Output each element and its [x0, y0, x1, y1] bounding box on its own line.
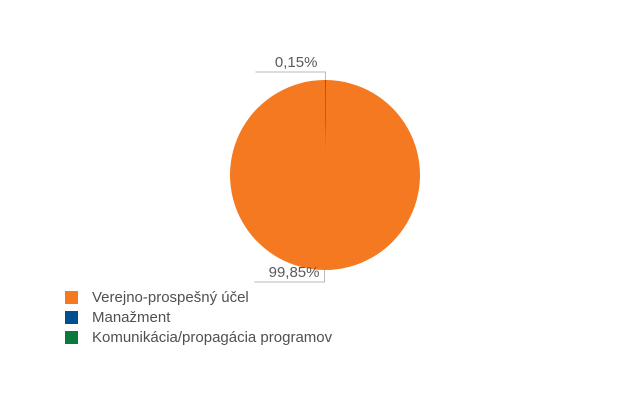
leader-line-verejno-prospesny-ucel [254, 269, 326, 283]
pie-slices [229, 80, 420, 270]
legend-label: Manažment [92, 308, 171, 326]
legend-item-komunikacia-propagacia: Komunikácia/propagácia programov [65, 328, 332, 346]
data-label-callouts: 99,85% 0,15% [254, 54, 326, 283]
legend-swatch [65, 310, 78, 324]
legend: Verejno-prospešný účel Manažment Komunik… [65, 288, 332, 348]
data-label-verejno-prospesny-ucel: 99,85% [269, 264, 320, 281]
legend-label: Komunikácia/propagácia programov [92, 328, 333, 346]
pie-slice-komunikacia-propagacia-programov [325, 80, 326, 175]
legend-label: Verejno-prospešný účel [92, 288, 249, 306]
legend-item-verejno-prospesny-ucel: Verejno-prospešný účel [65, 288, 332, 306]
legend-swatch [65, 330, 78, 344]
pie-slice-verejno-prospesny-ucel [229, 80, 420, 270]
leader-line-komunikacia-propagacia-programov [255, 71, 326, 81]
legend-swatch [65, 290, 78, 304]
data-label-komunikacia-propagacia-programov: 0,15% [275, 54, 318, 71]
legend-item-manazment: Manažment [65, 308, 332, 326]
